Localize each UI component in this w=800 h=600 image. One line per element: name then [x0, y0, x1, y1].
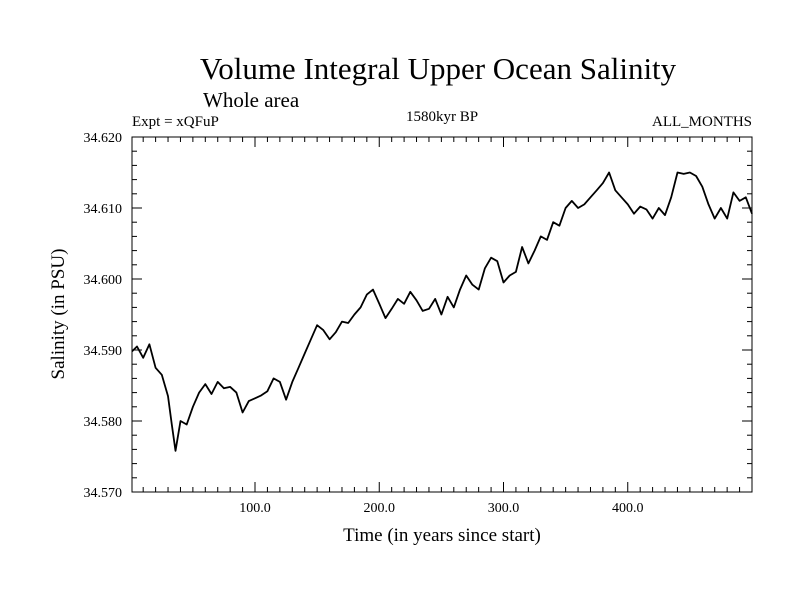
y-axis: 34.570 34.580 34.590 34.600 34.610 34.620 — [84, 131, 752, 501]
y-tick-label: 34.580 — [84, 415, 123, 430]
period-label: 1580kyr BP — [406, 109, 478, 125]
y-tick-label: 34.600 — [84, 273, 123, 288]
y-tick-label: 34.590 — [84, 344, 123, 359]
experiment-label: Expt = xQFuP — [132, 114, 219, 130]
y-axis-label: Salinity (in PSU) — [48, 249, 69, 380]
x-tick-label: 400.0 — [612, 501, 644, 516]
y-tick-label: 34.620 — [84, 131, 123, 146]
salinity-series-line — [131, 171, 753, 452]
y-tick-label: 34.610 — [84, 202, 123, 217]
chart-title: Volume Integral Upper Ocean Salinity — [200, 51, 677, 86]
plot-frame — [131, 136, 753, 493]
x-tick-label: 300.0 — [488, 501, 520, 516]
y-tick-label: 34.570 — [84, 486, 123, 501]
months-label: ALL_MONTHS — [652, 114, 752, 130]
x-axis: 100.0 200.0 300.0 400.0 — [142, 137, 741, 516]
x-axis-label: Time (in years since start) — [343, 525, 541, 546]
x-tick-label: 200.0 — [364, 501, 396, 516]
x-tick-label: 100.0 — [239, 501, 271, 516]
chart-subtitle: Whole area — [203, 88, 300, 112]
